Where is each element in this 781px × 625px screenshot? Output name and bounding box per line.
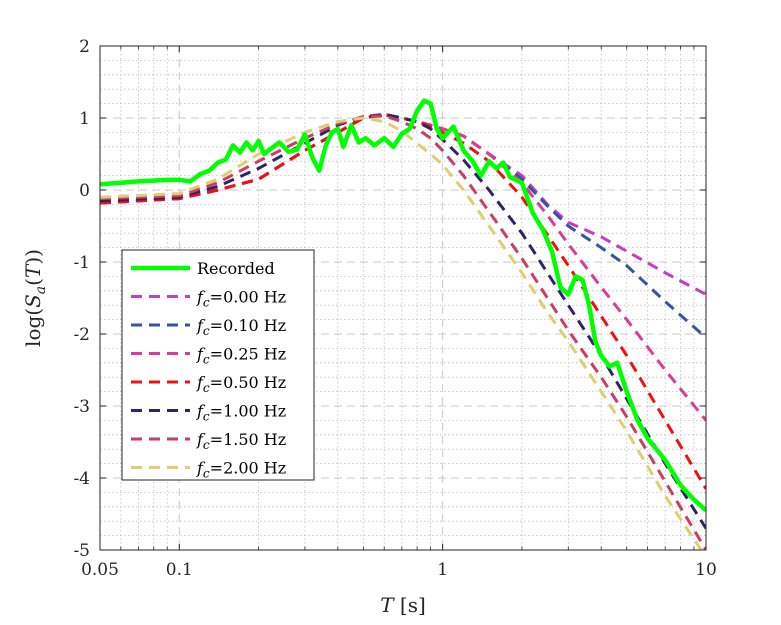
legend-label: fc=2.00 Hz xyxy=(196,459,286,481)
x-tick-label: 0.05 xyxy=(81,560,119,580)
legend-label: Recorded xyxy=(197,259,275,278)
legend: Recorded fc=0.00 Hz fc=0.10 Hz fc=0.25 Hz fc… xyxy=(121,249,315,481)
legend-label: fc=0.25 Hz xyxy=(196,345,286,367)
y-tick-label: 2 xyxy=(79,37,90,57)
x-axis-title: T [s] xyxy=(380,593,426,617)
y-tick-label: -5 xyxy=(73,541,90,561)
legend-label: fc=1.00 Hz xyxy=(196,402,286,424)
series-line-recorded xyxy=(100,98,706,513)
x-tick-label: 1 xyxy=(437,560,448,580)
legend-label: fc=0.10 Hz xyxy=(196,316,286,338)
tick-marks xyxy=(99,45,707,551)
legend-box xyxy=(121,249,315,481)
y-tick-label: -3 xyxy=(73,397,90,417)
y-tick-label: -1 xyxy=(73,253,90,273)
x-tick-label: 10 xyxy=(695,560,717,580)
series-line-fc-0-50-hz xyxy=(100,112,706,490)
plot-frame xyxy=(99,45,707,551)
y-tick-label: 0 xyxy=(79,181,90,201)
legend-label: fc=0.50 Hz xyxy=(196,373,286,395)
y-axis-title: log(Sa(T)) xyxy=(21,249,49,347)
legend-label: fc=0.00 Hz xyxy=(196,288,286,310)
y-tick-label: -4 xyxy=(73,469,90,489)
y-tick-label: 1 xyxy=(79,109,90,129)
x-tick-label: 0.1 xyxy=(166,560,193,580)
y-tick-label: -2 xyxy=(73,325,90,345)
series-layer xyxy=(100,98,706,550)
legend-label: fc=1.50 Hz xyxy=(196,430,286,452)
series-line-fc-1-50-hz xyxy=(100,114,706,550)
series-line-fc-1-00-hz xyxy=(100,112,706,530)
